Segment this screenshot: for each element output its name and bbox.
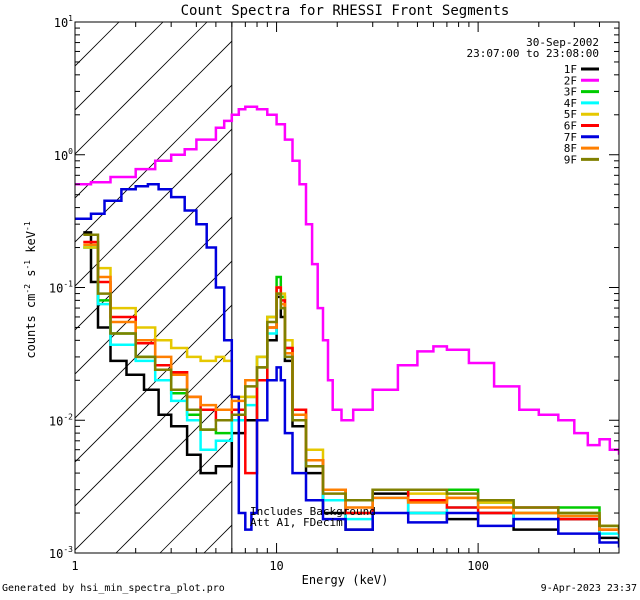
hatch-line (75, 260, 232, 419)
series-line-7F (75, 182, 619, 548)
x-tick-label-100: 100 (467, 559, 489, 573)
series-lines (75, 105, 619, 548)
legend-label-4F: 4F (564, 97, 577, 110)
y-axis-label: counts cm-2 s-1 keV-1 (23, 221, 38, 358)
legend-label-2F: 2F (564, 74, 577, 87)
time-range-label: 23:07:00 to 23:08:00 (467, 47, 599, 60)
legend-label-6F: 6F (564, 120, 577, 133)
hatch-line (75, 216, 232, 375)
x-axis-label: Energy (keV) (302, 573, 389, 587)
date-label: 30-Sep-2002 (526, 36, 599, 49)
hatch-line (75, 172, 232, 331)
legend-label-1F: 1F (564, 63, 577, 76)
hatch-line (75, 348, 232, 507)
y-tick-label-10-minus1: 10-1 (49, 280, 73, 296)
legend-label-8F: 8F (564, 142, 577, 155)
chart-title: Count Spectra for RHESSI Front Segments (181, 3, 510, 19)
timestamp-label: 9-Apr-2023 23:37 (540, 583, 637, 594)
series-line-1F (83, 231, 619, 543)
series-line-2F (75, 105, 619, 455)
hatch-line (75, 40, 232, 199)
x-tick-label-10: 10 (269, 559, 283, 573)
series-line-9F (83, 233, 619, 530)
legend-label-3F: 3F (564, 86, 577, 99)
legend-label-7F: 7F (564, 131, 577, 144)
y-tick-label-10-0: 100 (54, 147, 73, 163)
legend-label-9F: 9F (564, 153, 577, 166)
hatch-line (75, 392, 232, 551)
attenuator-hatched-region (75, 22, 232, 553)
hatch-line (75, 84, 232, 243)
x-tick-label-1: 1 (71, 559, 78, 573)
y-tick-label-10-minus3: 10-3 (49, 545, 73, 561)
legend-label-5F: 5F (564, 108, 577, 121)
attenuator-annotation: Att A1, FDecim (250, 516, 343, 529)
y-tick-label-10-1: 101 (54, 14, 73, 30)
generated-by-label: Generated by hsi_min_spectra_plot.pro (2, 583, 225, 594)
axis-ticks (74, 21, 620, 554)
hatch-line (115, 436, 232, 553)
background-annotation: Includes Background (250, 505, 376, 518)
y-tick-label-10-minus2: 10-2 (49, 412, 73, 428)
hatch-line (75, 22, 208, 155)
